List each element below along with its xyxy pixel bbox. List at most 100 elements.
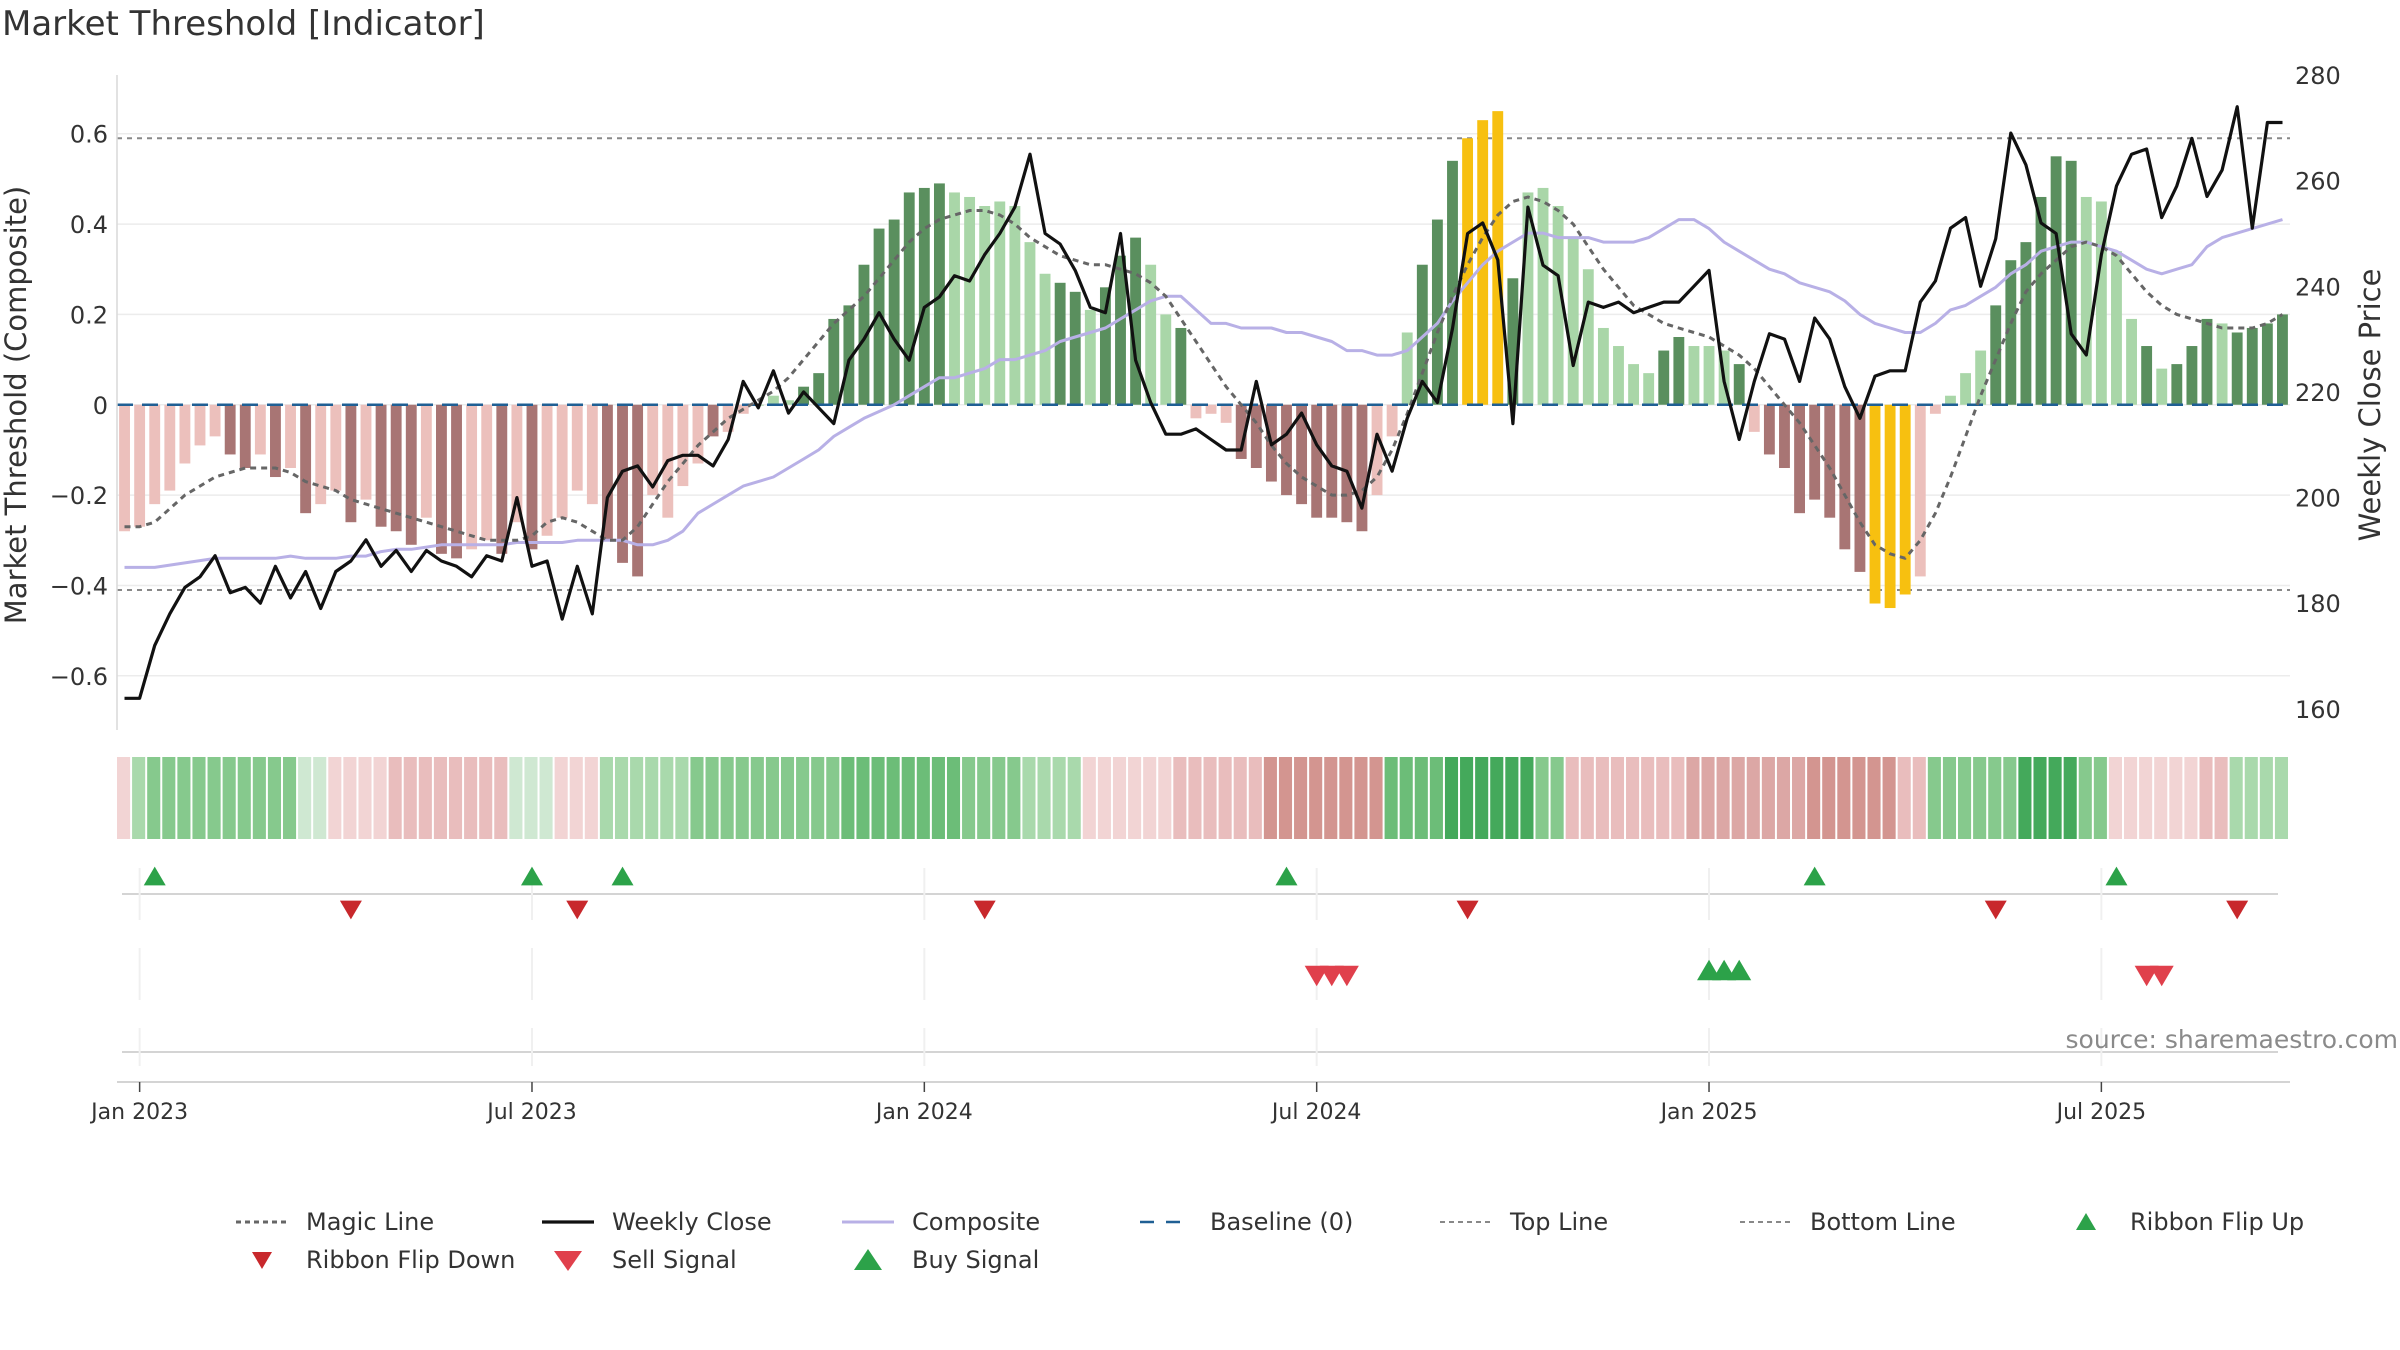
ribbon-cell — [2154, 757, 2168, 839]
composite-bar — [2111, 251, 2122, 405]
composite-bar — [511, 404, 523, 523]
ribbon-cell — [1626, 757, 1640, 839]
ribbon-cell — [554, 757, 568, 839]
ribbon-cell — [177, 757, 191, 839]
composite-bar — [481, 404, 493, 541]
ribbon-cell — [871, 757, 885, 839]
composite-bar — [1115, 255, 1126, 405]
ribbon-cell — [2124, 757, 2138, 839]
composite-bar — [1688, 346, 1700, 405]
ribbon-cell — [2018, 757, 2032, 839]
ribbon-cell — [614, 757, 629, 839]
ribbon-cell — [2259, 757, 2273, 839]
ribbon-cell — [1807, 757, 1821, 839]
ribbon-cell — [796, 757, 810, 839]
ribbon-flip-up-marker — [520, 866, 543, 886]
composite-bar — [1416, 264, 1428, 405]
ribbon-cell — [750, 757, 764, 839]
ribbon-flip-down-marker — [1456, 900, 1479, 920]
composite-bar — [1658, 350, 1670, 405]
composite-bar — [1794, 404, 1805, 514]
ribbon-cell — [1973, 757, 1987, 839]
composite-bar — [1733, 364, 1745, 405]
composite-bar — [2141, 346, 2153, 405]
composite-bar — [1628, 364, 1640, 405]
ribbon-cell — [931, 757, 945, 839]
source-text: source: sharemaestro.com — [2066, 1025, 2399, 1054]
composite-bar — [586, 404, 598, 505]
composite-bar — [1507, 278, 1519, 405]
ribbon-cell — [1882, 757, 1896, 839]
composite-bar — [405, 404, 417, 545]
sell-signal-marker — [1319, 965, 1344, 987]
y2-tick-label: 160 — [2295, 696, 2341, 724]
composite-bar — [1160, 314, 1172, 405]
buy-signal-marker — [1727, 959, 1752, 981]
ribbon-cell — [1686, 757, 1700, 839]
ribbon-cell — [192, 757, 206, 839]
composite-bar — [2171, 364, 2183, 405]
composite-bar — [1371, 404, 1383, 496]
composite-bar — [436, 404, 447, 554]
composite-bar — [119, 404, 130, 532]
composite-bar — [375, 404, 387, 527]
composite-bar — [2080, 196, 2092, 405]
composite-bar — [2186, 346, 2198, 405]
ribbon-flip-down-marker — [973, 900, 996, 920]
y2-tick-label: 240 — [2295, 273, 2341, 301]
ribbon-cell — [1746, 757, 1760, 839]
composite-bar — [179, 404, 191, 464]
ribbon-cell — [1218, 757, 1232, 839]
ribbon-cell — [1988, 757, 2002, 839]
ribbon-cell — [1490, 757, 1504, 839]
ribbon-cell — [946, 757, 961, 839]
ribbon-cell — [2274, 757, 2288, 839]
signals-layer: Jan 2023 Jul 2023 Jan 2024 Jul 2024 Jan 2025… — [89, 866, 2290, 1125]
ribbon-cell — [464, 757, 478, 839]
composite-bar — [526, 404, 538, 550]
ribbon-cell — [1822, 757, 1836, 839]
composite-bar — [1582, 269, 1594, 405]
composite-bar — [843, 305, 855, 405]
ribbon-cell — [1112, 757, 1127, 839]
ribbon-cell — [1369, 757, 1383, 839]
ribbon-cell — [1671, 757, 1685, 839]
ribbon-cell — [1535, 757, 1549, 839]
composite-bar — [149, 404, 161, 505]
ribbon-cell — [494, 757, 508, 839]
series-lines — [117, 105, 2290, 700]
composite-bar — [451, 404, 462, 559]
ribbon-cell — [1173, 757, 1187, 839]
composite-bar — [1809, 404, 1821, 500]
ribbon-cell — [1233, 757, 1247, 839]
composite-bar — [330, 404, 342, 491]
composite-bar — [420, 404, 432, 518]
composite-bar — [390, 404, 402, 532]
ribbon-cell — [1460, 757, 1474, 839]
composite-bar — [1869, 404, 1881, 604]
sell-signal-marker — [1334, 965, 1359, 987]
ribbon-cell — [584, 757, 598, 839]
composite-bar — [949, 192, 960, 405]
sell-signal-marker — [2134, 965, 2159, 987]
composite-bar — [1703, 346, 1715, 405]
ribbon-cell — [1188, 757, 1202, 839]
ribbon-cell — [690, 757, 704, 839]
composite-bar — [571, 404, 583, 491]
composite-bar — [496, 404, 508, 554]
ribbon-cell — [1128, 757, 1142, 839]
composite-bar — [1643, 373, 1655, 405]
composite-bar — [632, 404, 644, 577]
ribbon-cell — [735, 757, 749, 839]
ribbon-cell — [2063, 757, 2077, 839]
composite-bar — [1945, 395, 1956, 405]
ribbon-cell — [1278, 757, 1293, 839]
composite-bar — [1326, 404, 1338, 518]
composite-bar — [315, 404, 327, 505]
ribbon-cell — [569, 757, 583, 839]
ribbon-flip-up-marker — [1275, 866, 1298, 886]
composite-bar — [1431, 219, 1443, 405]
composite-bar — [1311, 404, 1323, 518]
ribbon-cell — [1912, 757, 1926, 839]
composite-bar — [1386, 404, 1398, 437]
